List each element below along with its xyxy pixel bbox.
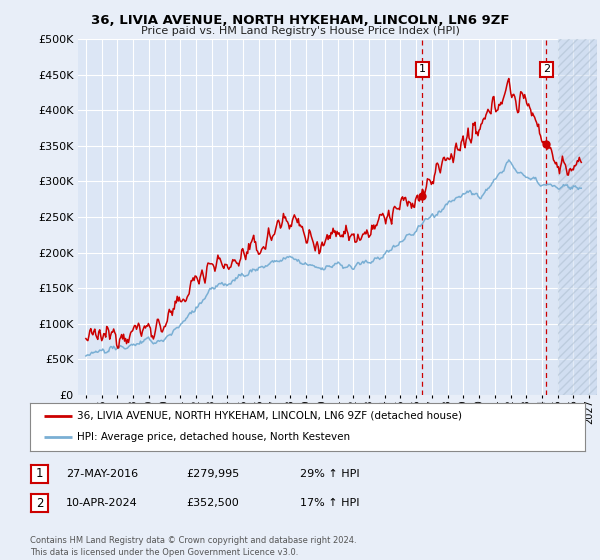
Text: HPI: Average price, detached house, North Kesteven: HPI: Average price, detached house, Nort… [77,432,350,442]
Text: 1: 1 [36,467,43,480]
Text: Price paid vs. HM Land Registry's House Price Index (HPI): Price paid vs. HM Land Registry's House … [140,26,460,36]
Bar [557,39,597,395]
Text: 17% ↑ HPI: 17% ↑ HPI [300,498,359,508]
Text: 2: 2 [36,497,43,510]
Text: 10-APR-2024: 10-APR-2024 [66,498,138,508]
Bar [557,39,597,395]
Text: 36, LIVIA AVENUE, NORTH HYKEHAM, LINCOLN, LN6 9ZF (detached house): 36, LIVIA AVENUE, NORTH HYKEHAM, LINCOLN… [77,410,462,421]
Text: 29% ↑ HPI: 29% ↑ HPI [300,469,359,479]
Text: 27-MAY-2016: 27-MAY-2016 [66,469,138,479]
Text: 36, LIVIA AVENUE, NORTH HYKEHAM, LINCOLN, LN6 9ZF: 36, LIVIA AVENUE, NORTH HYKEHAM, LINCOLN… [91,14,509,27]
Text: £279,995: £279,995 [186,469,239,479]
Text: Contains HM Land Registry data © Crown copyright and database right 2024.
This d: Contains HM Land Registry data © Crown c… [30,536,356,557]
Text: £352,500: £352,500 [186,498,239,508]
Text: 1: 1 [419,64,426,74]
Text: 2: 2 [542,64,550,74]
